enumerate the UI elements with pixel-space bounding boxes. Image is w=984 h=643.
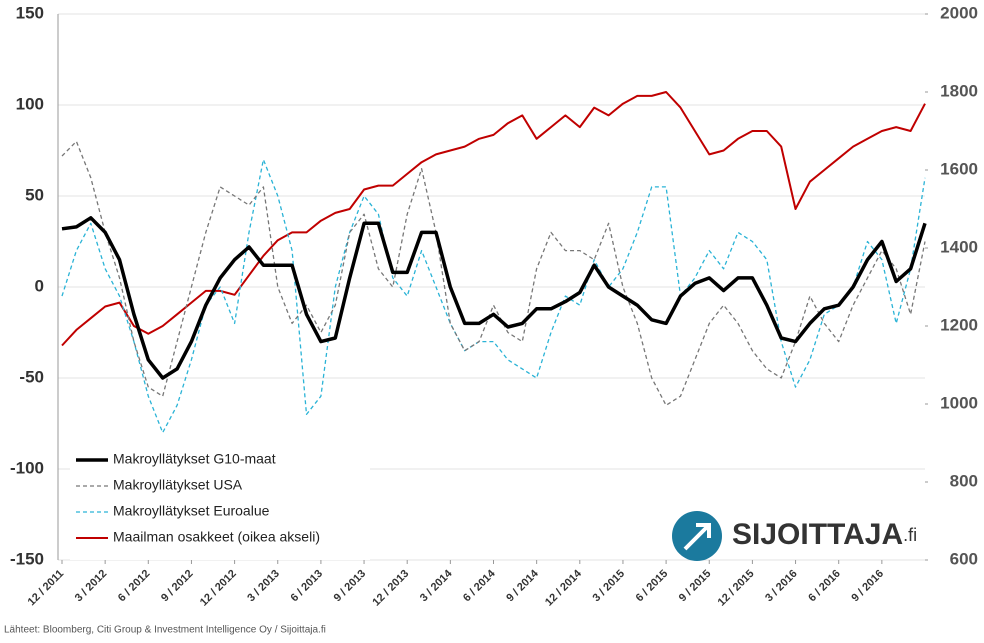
logo-arrow — [683, 523, 711, 551]
y-tick-label: 150 — [16, 3, 44, 22]
x-tick-label: 3 / 2016 — [763, 568, 800, 605]
x-tick-label: 6 / 2015 — [634, 568, 671, 605]
y2-tick-label: 800 — [950, 471, 978, 490]
y2-tick-label: 1000 — [940, 393, 978, 412]
y-tick-label: 0 — [35, 276, 44, 295]
logo-text: SIJOITTAJA.fi — [732, 518, 917, 551]
x-tick-label: 12 / 2013 — [370, 568, 411, 609]
x-tick-label: 3 / 2013 — [245, 568, 282, 605]
series-line — [61, 91, 926, 347]
y-tick-label: -150 — [10, 549, 44, 568]
series-line — [61, 140, 926, 406]
y-tick-label: 100 — [16, 94, 44, 113]
x-tick-label: 12 / 2014 — [543, 567, 585, 609]
y-tick-label: -100 — [10, 458, 44, 477]
x-tick-label: 3 / 2015 — [591, 568, 628, 605]
legend-background — [70, 445, 370, 560]
x-tick-label: 9 / 2014 — [504, 567, 541, 604]
y2-tick-label: 2000 — [940, 3, 978, 22]
y2-tick-label: 600 — [950, 549, 978, 568]
series-line — [61, 216, 927, 380]
y2-tick-label: 1600 — [940, 159, 978, 178]
x-tick-label: 6 / 2013 — [288, 568, 325, 605]
y2-tick-label: 1400 — [940, 237, 978, 256]
logo-word: SIJOITTAJA — [732, 518, 903, 551]
x-tick-label: 9 / 2012 — [159, 568, 196, 605]
logo-suffix: .fi — [903, 525, 917, 545]
x-tick-label: 9 / 2015 — [677, 568, 714, 605]
x-tick-label: 9 / 2016 — [849, 568, 886, 605]
legend-label: Makroyllätykset USA — [113, 477, 243, 493]
y2-tick-label: 1800 — [940, 81, 978, 100]
y-tick-label: -50 — [19, 367, 44, 386]
series-line — [61, 158, 926, 434]
legend-label: Makroyllätykset G10-maat — [113, 451, 276, 467]
x-tick-label: 12 / 2011 — [26, 568, 67, 609]
x-tick-label: 6 / 2016 — [806, 568, 843, 605]
legend-label: Maailman osakkeet (oikea akseli) — [113, 529, 320, 545]
x-tick-label: 6 / 2014 — [461, 567, 498, 604]
x-tick-label: 3 / 2012 — [73, 568, 110, 605]
y-tick-label: 50 — [25, 185, 44, 204]
y2-tick-label: 1200 — [940, 315, 978, 334]
x-tick-label: 12 / 2015 — [716, 568, 757, 609]
x-tick-label: 12 / 2012 — [198, 568, 239, 609]
x-tick-label: 6 / 2012 — [116, 568, 153, 605]
x-tick-label: 3 / 2014 — [418, 567, 455, 604]
source-note: Lähteet: Bloomberg, Citi Group & Investm… — [4, 625, 326, 636]
legend-label: Makroyllätykset Euroalue — [113, 503, 270, 519]
x-tick-label: 9 / 2013 — [332, 568, 369, 605]
